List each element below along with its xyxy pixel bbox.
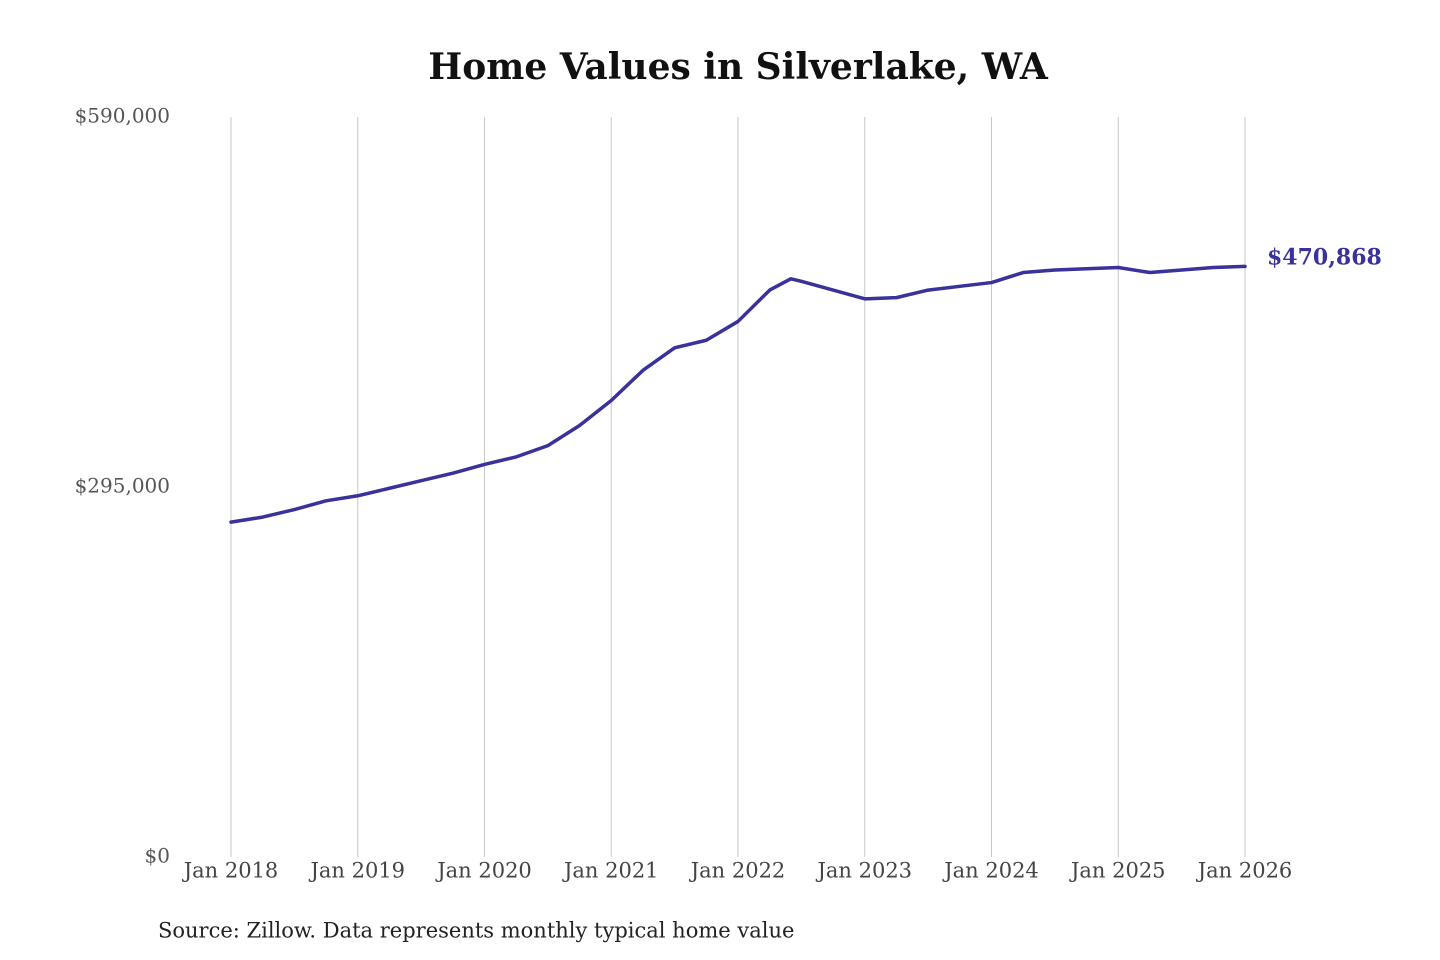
x-tick-label: Jan 2021 [562, 859, 659, 883]
chart-title: Home Values in Silverlake, WA [428, 46, 1049, 88]
x-tick-label: Jan 2019 [308, 859, 405, 883]
x-tick-label: Jan 2018 [182, 859, 279, 883]
value-label: $470,868 [1267, 244, 1382, 270]
y-tick-label: $0 [145, 844, 170, 868]
x-tick-label: Jan 2022 [689, 859, 786, 883]
x-tick-label: Jan 2024 [942, 859, 1039, 883]
x-tick-label: Jan 2023 [815, 859, 912, 883]
x-tick-label: Jan 2025 [1069, 859, 1166, 883]
data-line [229, 264, 1247, 524]
y-tick-label: $295,000 [75, 474, 170, 498]
y-tick-label: $590,000 [75, 104, 170, 128]
x-tick-label: Jan 2026 [1196, 859, 1293, 883]
source-note: Source: Zillow. Data represents monthly … [158, 919, 794, 943]
x-tick-label: Jan 2020 [435, 859, 532, 883]
